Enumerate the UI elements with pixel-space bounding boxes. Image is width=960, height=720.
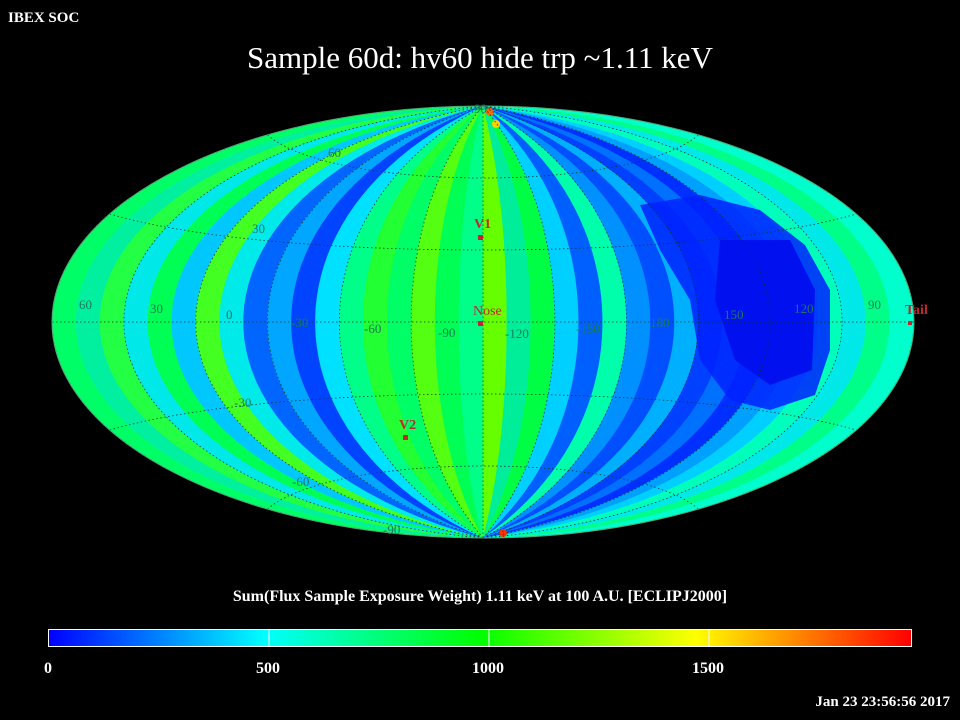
- lon-label-30: 30: [150, 301, 163, 316]
- lat-label-60: 60: [328, 145, 341, 160]
- lon-label-90: 90: [868, 297, 881, 312]
- marker-nose: Nose: [473, 304, 502, 326]
- colorbar-tick-0: 0: [44, 660, 52, 677]
- timestamp: Jan 23 23:56:56 2017: [815, 694, 950, 710]
- marker-tail: Tail: [905, 303, 928, 325]
- lon-label-minus30: -30: [291, 315, 308, 330]
- lat-label-minus60: -60: [292, 474, 309, 489]
- colorbar: [48, 629, 912, 647]
- lon-label-minus60: -60: [364, 321, 381, 336]
- colorbar-tick-1000: 1000: [472, 660, 504, 677]
- lon-label-120: 120: [794, 301, 814, 316]
- lon-label-180: 180: [650, 315, 670, 330]
- colorbar-tick-1500: 1500: [692, 660, 724, 677]
- svg-text:V1: V1: [474, 217, 491, 232]
- map-graticule: [51, 105, 915, 539]
- map-outline: [51, 105, 915, 539]
- map-title: Sample 60d: hv60 hide trp ~1.11 keV: [247, 40, 713, 75]
- lon-label-150: 150: [724, 307, 744, 322]
- lon-label-minus120: -120: [505, 326, 529, 341]
- lat-label-30: 30: [252, 221, 265, 236]
- lat-label-minus90: -90: [383, 522, 400, 537]
- svg-text:V2: V2: [399, 418, 416, 433]
- svg-text:Tail: Tail: [905, 303, 928, 318]
- lon-label-minus90: -90: [438, 325, 455, 340]
- colorbar-label: Sum(Flux Sample Exposure Weight) 1.11 ke…: [232, 588, 728, 605]
- lon-label-60: 60: [79, 297, 92, 312]
- lon-label-minus150: -150: [576, 321, 600, 336]
- lat-label-minus30: -30: [234, 395, 251, 410]
- lat-label-90: 90: [474, 101, 487, 116]
- marker-v1: V1: [474, 217, 491, 240]
- corner-label: IBEX SOC: [8, 10, 80, 26]
- svg-text:Nose: Nose: [473, 304, 502, 319]
- marker-v2: V2: [399, 418, 416, 440]
- lon-label-0: 0: [226, 307, 233, 322]
- colorbar-tick-500: 500: [256, 660, 280, 677]
